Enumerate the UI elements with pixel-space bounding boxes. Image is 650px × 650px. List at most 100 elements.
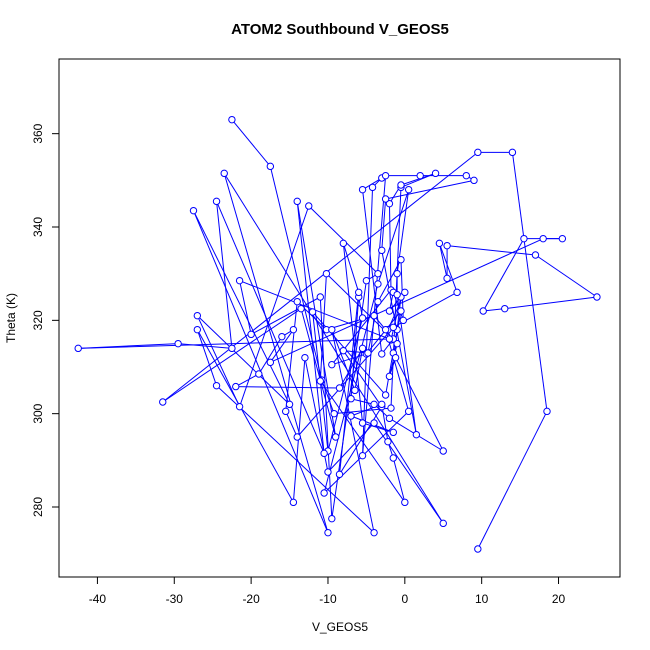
data-point xyxy=(193,325,202,334)
data-point xyxy=(404,407,413,416)
series-line-segment xyxy=(296,201,325,454)
series-line-segment xyxy=(231,119,271,167)
data-point xyxy=(305,202,313,210)
series-line-segment xyxy=(239,280,252,335)
series-line-segment xyxy=(350,398,375,405)
data-point xyxy=(558,234,567,243)
data-point xyxy=(358,419,367,427)
series-line-segment xyxy=(178,343,232,349)
data-point xyxy=(266,358,275,367)
y-tick-label: 300 xyxy=(31,403,45,423)
data-point xyxy=(159,398,167,406)
x-axis-label: V_GEOS5 xyxy=(312,620,368,634)
data-point xyxy=(358,451,367,460)
x-tick-label: -30 xyxy=(166,592,184,606)
data-point xyxy=(384,437,392,446)
data-point xyxy=(228,344,236,353)
data-point xyxy=(389,454,397,462)
data-point xyxy=(385,199,394,208)
data-point xyxy=(378,400,386,409)
data-point xyxy=(385,414,394,423)
data-point xyxy=(453,288,461,297)
data-point xyxy=(247,330,255,339)
data-point xyxy=(355,288,363,297)
series-line-segment xyxy=(447,245,536,256)
data-point xyxy=(293,197,301,206)
data-point xyxy=(301,353,309,362)
series-line-segment xyxy=(342,350,383,407)
series-line-segment xyxy=(196,315,290,405)
data-point xyxy=(316,293,324,301)
series-line-segment xyxy=(331,329,356,391)
series-line-segment xyxy=(78,343,179,349)
series-line-segment xyxy=(319,380,406,503)
data-point xyxy=(320,449,328,458)
data-point xyxy=(189,206,198,215)
data-point xyxy=(347,395,355,403)
series-line-segment xyxy=(216,201,325,454)
data-point xyxy=(399,316,407,325)
data-point xyxy=(439,447,447,455)
data-point xyxy=(397,307,405,315)
data-point xyxy=(370,311,378,320)
data-point xyxy=(220,169,228,178)
data-point xyxy=(362,276,371,285)
data-point xyxy=(235,276,244,285)
data-point xyxy=(368,183,377,192)
y-tick-label: 360 xyxy=(31,123,45,143)
x-tick-label: 10 xyxy=(475,592,489,606)
data-point xyxy=(381,325,390,334)
series-line-segment xyxy=(270,238,544,363)
data-point xyxy=(385,335,394,343)
data-point xyxy=(412,430,421,439)
data-point xyxy=(324,468,332,476)
data-point xyxy=(328,325,336,334)
data-point xyxy=(347,412,355,420)
data-point xyxy=(385,372,394,381)
series-line-segment xyxy=(250,296,321,335)
series-line-segment xyxy=(292,357,306,503)
data-point xyxy=(378,350,386,358)
series-line-segment xyxy=(312,311,386,396)
chart-title: ATOM2 Southbound V_GEOS5 xyxy=(231,21,449,38)
data-point xyxy=(364,349,372,357)
series-line-segment xyxy=(223,173,329,533)
data-point xyxy=(335,470,344,479)
y-tick-label: 280 xyxy=(31,497,45,517)
series-line-segment xyxy=(362,187,374,456)
series-line-segment xyxy=(193,210,290,405)
data-point xyxy=(374,280,382,288)
series-line-segment xyxy=(239,205,310,407)
y-axis-label: Theta (K) xyxy=(4,293,18,343)
data-point xyxy=(520,234,528,243)
data-point xyxy=(381,195,390,203)
series-line-segment xyxy=(216,201,233,349)
data-point xyxy=(232,382,240,391)
data-point xyxy=(401,498,409,507)
series-line-segment xyxy=(258,336,283,375)
x-tick-label: -10 xyxy=(319,592,337,606)
data-point xyxy=(370,419,378,427)
data-point xyxy=(593,293,601,301)
series-line-segment xyxy=(477,411,548,550)
series-line-segment xyxy=(438,243,448,279)
series-line-segment xyxy=(362,189,383,354)
data-point xyxy=(508,148,517,157)
data-point xyxy=(474,148,482,157)
data-point xyxy=(212,381,221,390)
data-point xyxy=(404,185,413,194)
data-point xyxy=(293,297,301,306)
data-point xyxy=(358,344,367,353)
series-line-segment xyxy=(162,308,302,403)
data-point xyxy=(443,274,451,283)
data-point xyxy=(193,311,202,320)
data-point xyxy=(324,528,332,537)
data-point xyxy=(378,246,386,255)
data-point xyxy=(385,307,394,315)
series-line-segment xyxy=(339,348,363,389)
data-point xyxy=(397,181,405,189)
series-line-segment xyxy=(196,329,294,503)
data-point xyxy=(358,185,367,194)
data-point xyxy=(389,428,397,437)
series-line-segment xyxy=(385,179,475,200)
